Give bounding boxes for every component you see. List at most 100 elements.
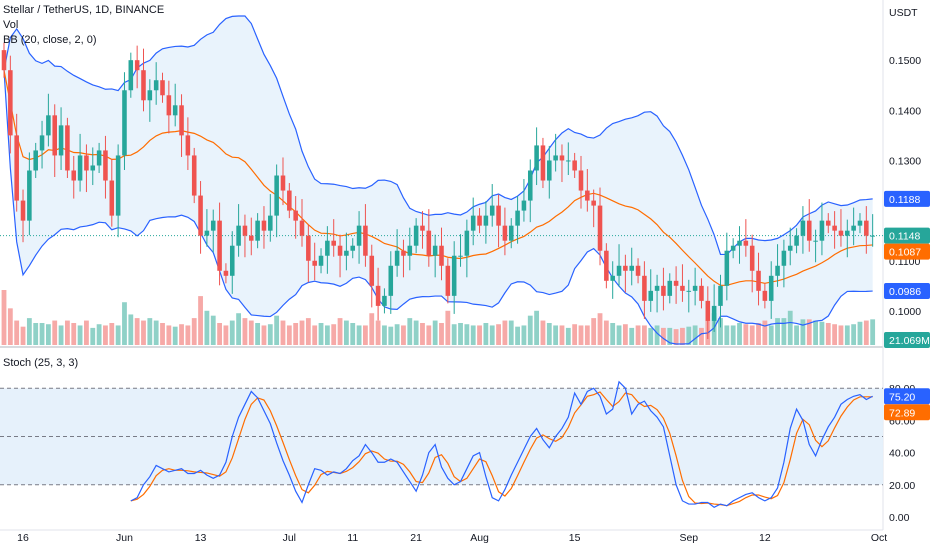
stochastic-pane — [0, 380, 883, 509]
candle-body — [255, 220, 260, 241]
candle-body — [388, 265, 394, 296]
candle-body — [306, 235, 311, 261]
volume-badge: 21.069M — [884, 332, 930, 348]
volume-bar — [603, 320, 609, 345]
volume-bar — [305, 318, 311, 345]
candle-body — [775, 265, 780, 276]
volume-bar — [7, 308, 13, 345]
volume-bar — [58, 325, 64, 345]
volume-bar — [248, 320, 254, 345]
legend-symbol[interactable]: Stellar / TetherUS, 1D, BINANCE — [3, 4, 165, 16]
candle-body — [134, 60, 140, 71]
candle-body — [547, 160, 552, 181]
bb-lower-badge-text: 0.0986 — [889, 286, 921, 298]
candle-body — [166, 95, 172, 116]
time-tick-label: 13 — [195, 532, 207, 544]
candle-body — [356, 225, 362, 246]
candle-body — [312, 260, 317, 266]
candle-body — [781, 250, 787, 266]
volume-bar — [591, 318, 597, 345]
volume-bar — [648, 327, 654, 345]
volume-bar — [800, 319, 806, 345]
candle-body — [179, 105, 184, 136]
volume-bar — [559, 325, 565, 345]
bb-basis-badge: 0.1087 — [884, 243, 930, 260]
candle-body — [375, 285, 381, 306]
candle-body — [33, 150, 38, 171]
volume-bar — [426, 325, 432, 345]
candle-body — [27, 170, 32, 221]
candle-body — [787, 245, 793, 251]
axes: USDT0.15000.14000.13000.11000.100080.006… — [17, 7, 921, 544]
candle-body — [597, 205, 603, 251]
legend-bollinger-bands[interactable]: BB (20, close, 2, 0) — [3, 34, 97, 46]
volume-bar — [445, 310, 451, 345]
candle-body — [825, 220, 831, 226]
price-unit-label: USDT — [889, 7, 918, 19]
volume-bar — [242, 318, 248, 345]
candle-body — [502, 225, 508, 241]
candle-body — [344, 250, 349, 256]
volume-bar — [508, 320, 514, 345]
volume-bar — [96, 324, 102, 345]
candle-body — [559, 155, 565, 161]
volume-bar — [261, 325, 267, 345]
volume-bar — [217, 323, 222, 345]
volume-bar — [147, 318, 153, 345]
bollinger-band-fill — [4, 15, 873, 344]
volume-bar — [109, 323, 115, 345]
candle-body — [743, 240, 749, 246]
volume-bar — [204, 310, 210, 345]
bb-lower-badge: 0.0986 — [884, 283, 930, 300]
candle-body — [223, 270, 229, 276]
volume-bar — [179, 324, 184, 345]
candle-body — [153, 80, 159, 91]
candle-body — [692, 285, 698, 291]
volume-bar — [806, 319, 812, 345]
candle-body — [299, 220, 305, 236]
volume-bar — [768, 325, 774, 345]
candle-body — [483, 215, 489, 226]
candle-body — [458, 255, 463, 257]
candle-body — [604, 250, 609, 281]
volume-bar — [20, 326, 26, 345]
candle-body — [711, 305, 717, 321]
candle-body — [293, 210, 298, 221]
volume-bar — [756, 323, 761, 345]
volume-bar — [851, 324, 857, 345]
volume-bar — [1, 290, 7, 345]
stoch-d-badge-text: 72.89 — [889, 407, 915, 419]
candle-body — [369, 255, 375, 286]
candle-body — [705, 300, 711, 321]
stoch-k-badge: 75.20 — [884, 388, 930, 405]
volume-bar — [223, 325, 229, 345]
volume-bar — [198, 296, 203, 345]
volume-bar — [502, 320, 508, 345]
candle-body — [71, 170, 77, 181]
volume-bar — [369, 313, 375, 345]
volume-bar — [299, 320, 305, 345]
candle-body — [274, 175, 279, 216]
legend-stochastic[interactable]: Stoch (25, 3, 3) — [3, 357, 79, 369]
volume-bar — [470, 325, 476, 345]
volume-bar — [870, 319, 876, 345]
price-candles — [1, 42, 875, 339]
volume-bar — [26, 318, 32, 345]
candle-body — [141, 70, 146, 101]
volume-bar — [489, 325, 495, 345]
volume-bar — [375, 320, 381, 345]
candle-body — [515, 210, 520, 226]
volume-bar — [737, 323, 742, 345]
volume-bar — [616, 325, 622, 345]
legend-volume[interactable]: Vol — [3, 19, 19, 31]
volume-bar — [635, 325, 641, 345]
candle-body — [160, 80, 165, 96]
candle-body — [204, 230, 210, 236]
volume-bar — [673, 329, 679, 345]
candle-body — [90, 165, 96, 171]
stoch-d-badge: 72.89 — [884, 404, 930, 421]
candle-body — [464, 230, 470, 256]
candle-body — [616, 265, 622, 276]
time-tick-label: Oct — [871, 532, 887, 544]
